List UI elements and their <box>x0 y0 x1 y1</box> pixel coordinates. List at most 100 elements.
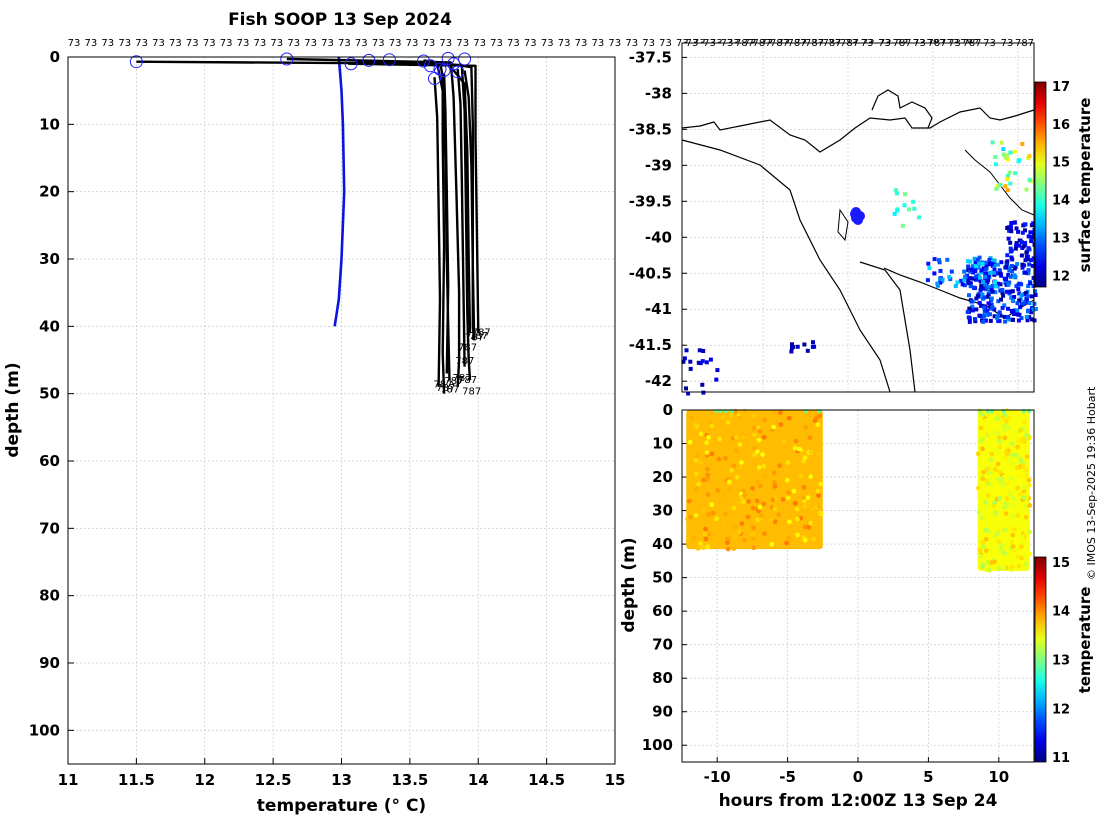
sst-pixel <box>977 261 982 266</box>
section-point <box>773 410 779 416</box>
section-fill <box>686 410 823 550</box>
section-point <box>694 486 700 492</box>
sst-pixel <box>1016 318 1021 323</box>
sst-pixel <box>965 310 970 314</box>
sst-pixel <box>1023 228 1027 233</box>
sst-pixel <box>953 284 958 289</box>
section-point <box>793 438 799 444</box>
section-point <box>780 497 786 502</box>
section-point <box>996 565 1002 571</box>
x-tick-label: 14 <box>468 771 489 789</box>
sst-pixel <box>986 292 991 297</box>
section-point <box>750 492 755 498</box>
section-point <box>791 488 797 494</box>
sst-pixel <box>907 207 911 212</box>
top-label: 73 <box>473 38 486 49</box>
sst-pixel <box>978 279 983 284</box>
sst-pixel <box>1012 220 1017 225</box>
top-label: 73 <box>203 38 216 49</box>
sst-pixel <box>945 257 950 262</box>
section-point <box>807 435 813 440</box>
section-x-tick-label: 0 <box>853 768 863 786</box>
section-point <box>755 479 761 485</box>
profile-line <box>442 73 450 374</box>
map-lat-label: -40 <box>645 228 672 246</box>
section-point <box>1012 482 1017 488</box>
section-point <box>995 476 1001 482</box>
sst-pixel <box>1008 246 1013 251</box>
section-point <box>741 499 746 505</box>
section-point <box>1026 477 1032 483</box>
sst-pixel <box>917 215 921 220</box>
section-point <box>1021 519 1027 524</box>
section-point <box>796 446 802 452</box>
chart-title: Fish SOOP 13 Sep 2024 <box>228 10 452 30</box>
top-label: 73 <box>490 38 503 49</box>
sst-pixel <box>1002 303 1007 308</box>
top-label: 73 <box>575 38 588 49</box>
section-point <box>709 423 715 429</box>
sst-pixel <box>990 140 995 145</box>
sst-pixel <box>995 281 1000 286</box>
sst-pixel <box>1019 282 1024 287</box>
sst-pixel <box>980 286 985 291</box>
section-point <box>995 431 1001 436</box>
map-colorbar <box>1034 81 1047 288</box>
section-point <box>1027 503 1033 508</box>
bay-outline <box>871 89 933 129</box>
section-point <box>979 412 985 417</box>
section-point <box>714 516 720 522</box>
section-point <box>688 415 694 420</box>
sst-pixel <box>1023 258 1028 263</box>
sst-pixel <box>999 260 1004 265</box>
map-colorbar-tick-label: 14 <box>1052 194 1070 209</box>
sst-pixel <box>684 386 688 391</box>
shelf-contour <box>681 139 891 393</box>
profile-line <box>456 69 466 367</box>
section-point <box>761 501 767 507</box>
sst-pixel <box>1000 291 1005 295</box>
sst-pixel <box>968 276 973 281</box>
sst-pixel <box>1024 291 1029 296</box>
top-label: 73 <box>592 38 605 49</box>
sst-pixel <box>986 301 991 306</box>
sst-pixel <box>1002 314 1007 319</box>
section-point <box>1001 520 1007 526</box>
section-point <box>815 488 821 494</box>
section-point <box>802 455 808 461</box>
section-point <box>751 525 756 531</box>
sst-pixel <box>1005 188 1010 193</box>
sst-pixel <box>995 314 1000 319</box>
sst-pixel <box>1028 309 1033 314</box>
section-point <box>1003 501 1009 507</box>
section-y-tick-label: 90 <box>652 703 673 721</box>
sst-pixel <box>1015 308 1020 313</box>
sst-pixel <box>1025 257 1030 262</box>
sst-pixel <box>1028 230 1033 235</box>
sst-pixel <box>937 258 941 263</box>
section-point <box>737 415 742 421</box>
sst-pixel <box>985 294 990 299</box>
profile-start-marker <box>437 63 451 77</box>
section-data-block <box>975 408 1033 573</box>
section-point <box>704 440 710 446</box>
section-point <box>728 412 734 418</box>
sst-pixel <box>967 319 972 324</box>
sst-pixel <box>992 258 997 263</box>
y-tick-label: 80 <box>39 587 60 605</box>
section-y-tick-label: 70 <box>652 636 673 654</box>
sst-pixel <box>996 299 1001 304</box>
section-point <box>997 444 1003 450</box>
sst-pixel <box>1008 274 1013 279</box>
profile-line <box>433 77 442 387</box>
profile-end-label: 787 <box>436 383 455 394</box>
top-label: 73 <box>355 38 368 49</box>
sst-pixel <box>714 377 719 382</box>
profile-line <box>286 57 461 387</box>
section-point <box>977 489 983 494</box>
sst-pixel <box>974 263 979 268</box>
section-point <box>752 452 758 458</box>
section-point <box>733 524 738 530</box>
section-point <box>710 510 716 516</box>
section-point <box>704 466 710 472</box>
